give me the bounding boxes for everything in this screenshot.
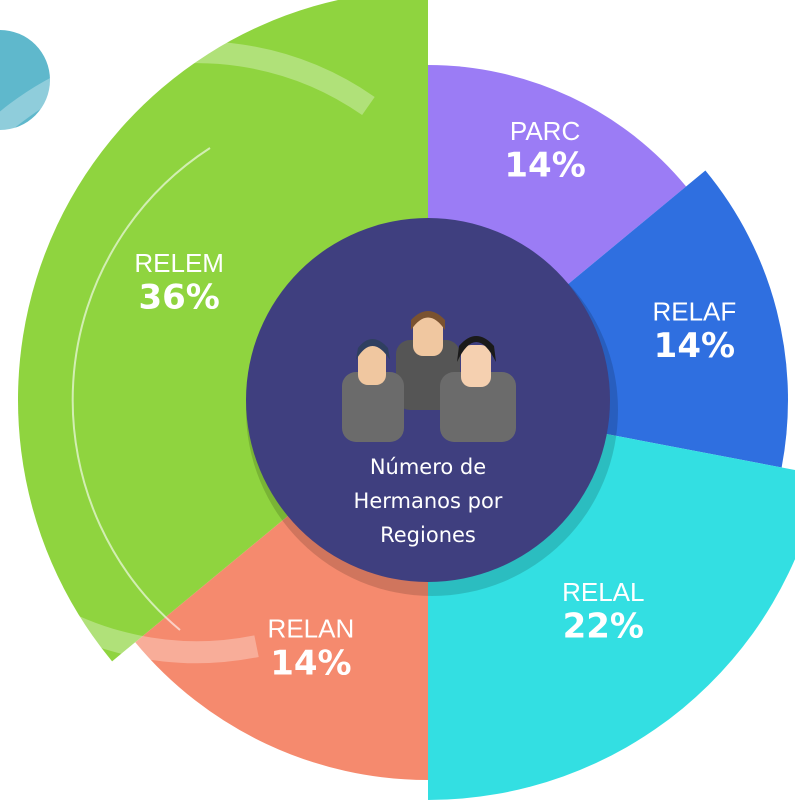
value-label: 36% (138, 277, 219, 317)
slice-label: RELAF (652, 296, 736, 326)
page: PARC14%RELAF14%RELAL22%RELAN14%RELEM36% … (0, 0, 795, 800)
slice-label: RELAN (268, 614, 355, 644)
chart-title: Número de Hermanos por Regiones (333, 450, 523, 552)
value-label: 14% (270, 643, 351, 683)
value-label: 14% (504, 146, 585, 186)
value-label: 14% (654, 326, 735, 366)
value-label: 22% (563, 606, 644, 646)
slice-label: RELAL (562, 577, 644, 607)
slice-label: PARC (510, 116, 580, 146)
slice-label: RELEM (134, 248, 224, 278)
chart: PARC14%RELAF14%RELAL22%RELAN14%RELEM36% (0, 0, 795, 800)
